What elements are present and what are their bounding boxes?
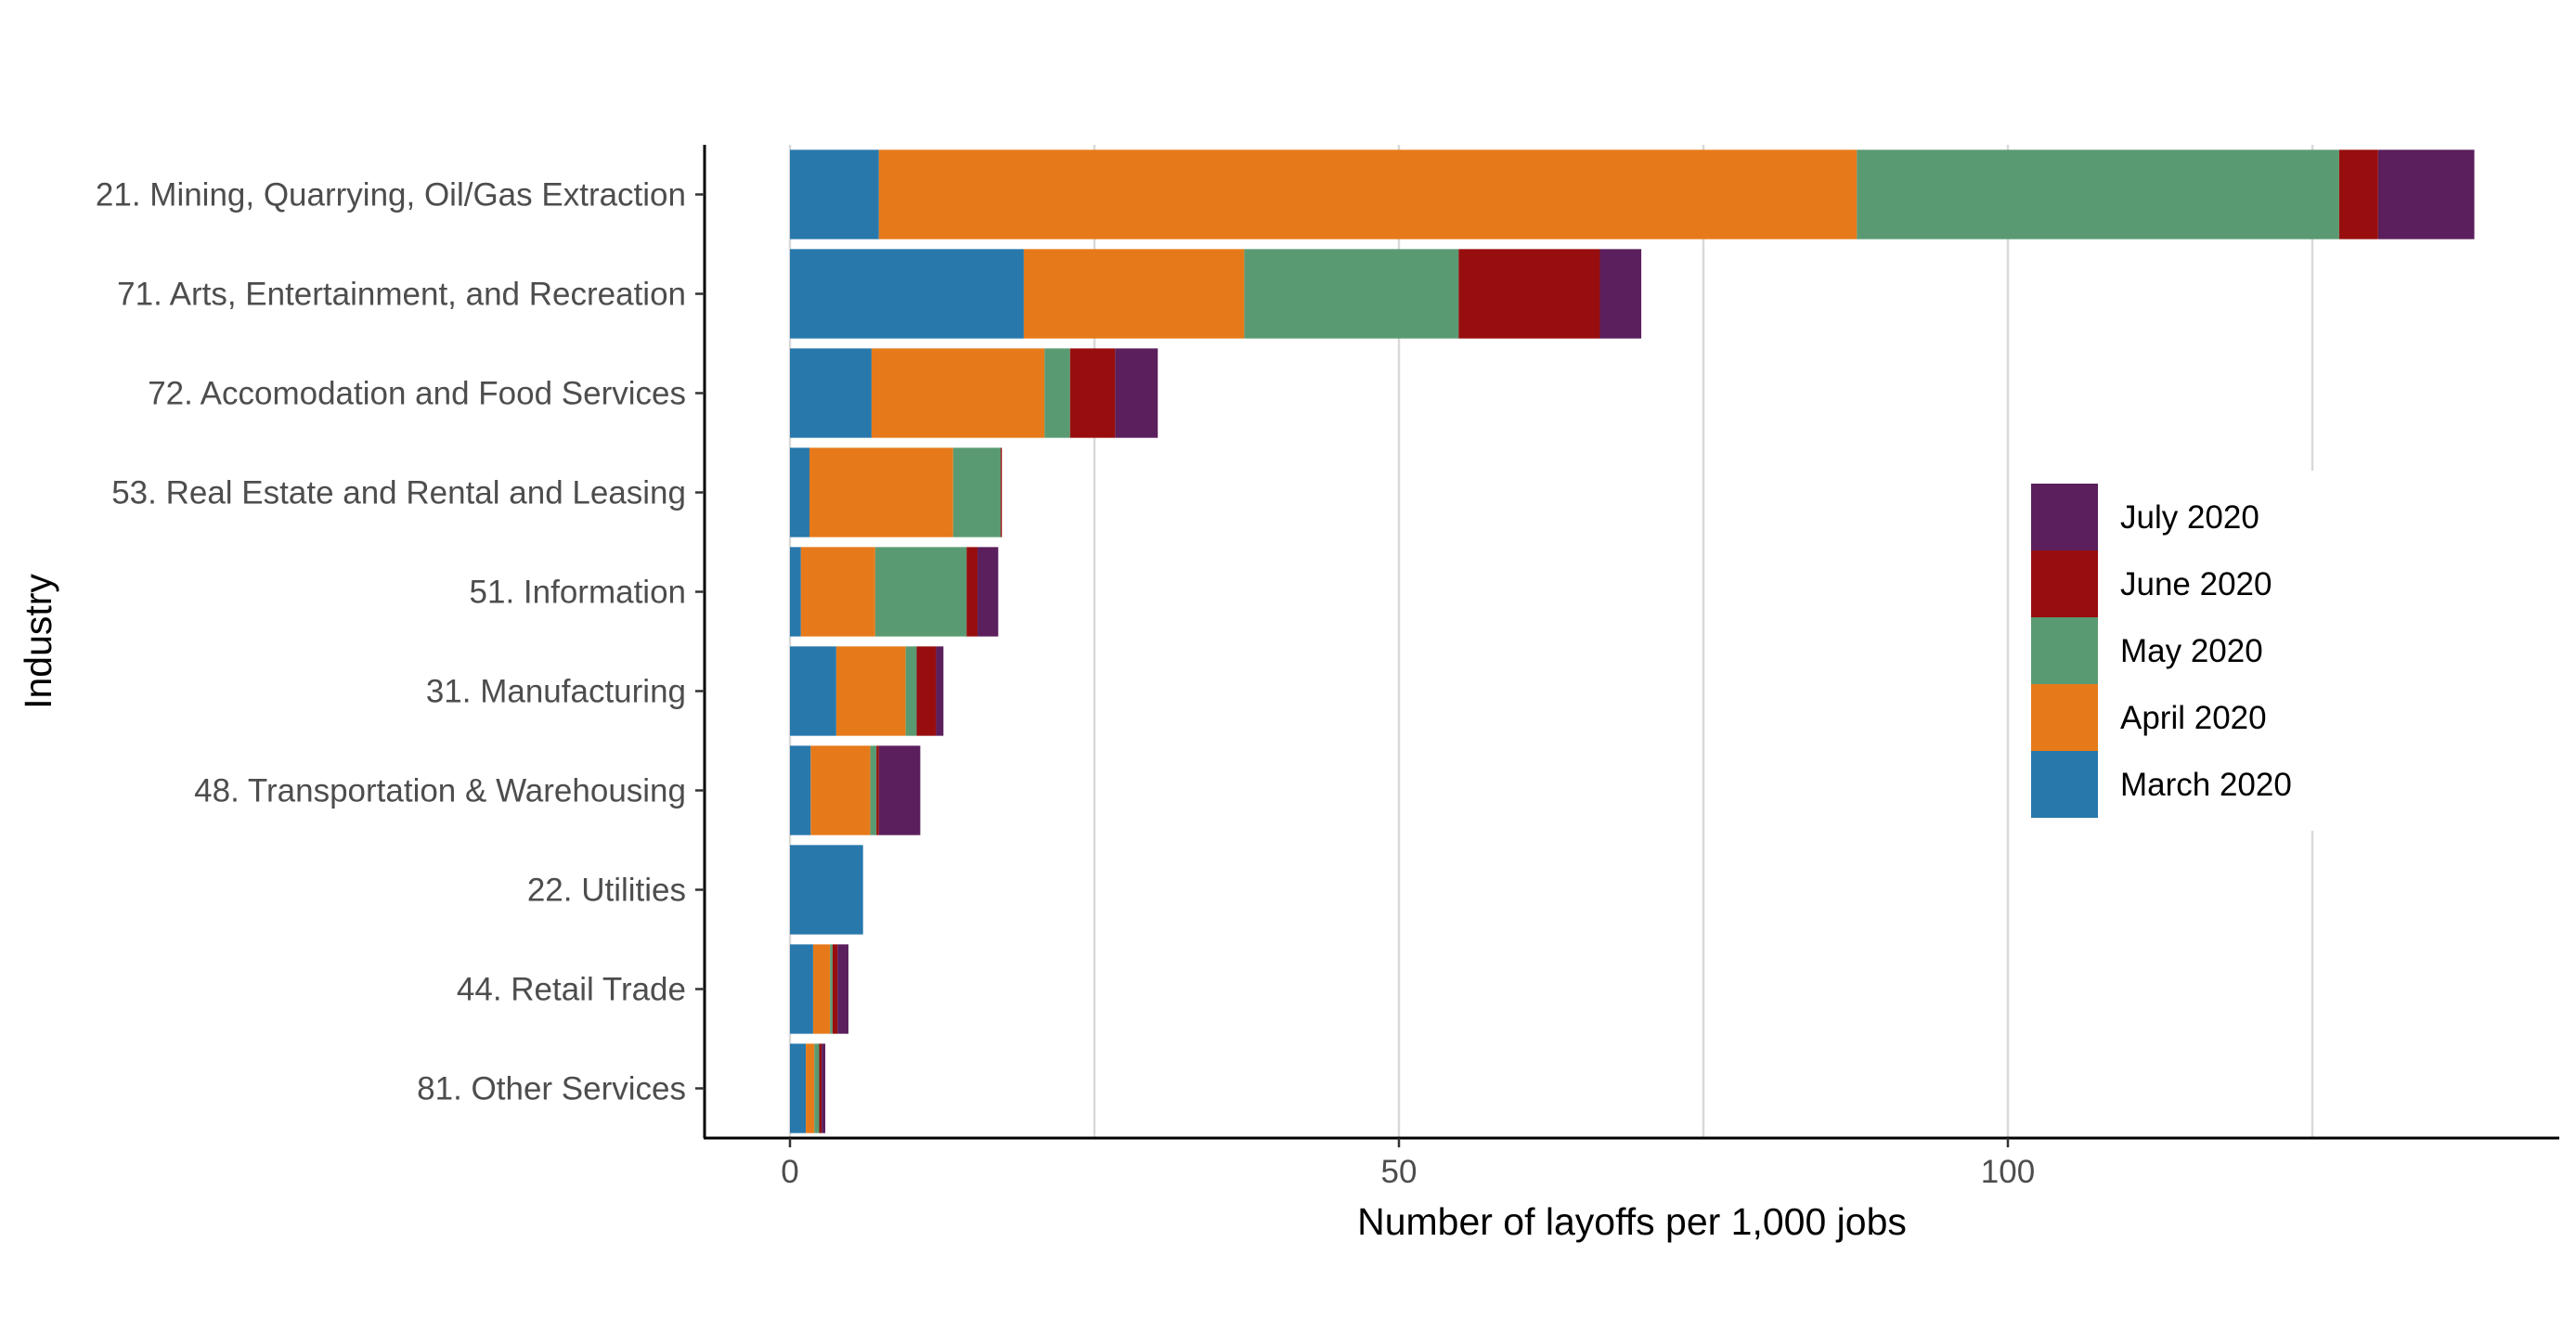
bar-segment bbox=[878, 149, 1858, 239]
legend: July 2020 June 2020 May 2020 April 2020 Marc… bbox=[2018, 471, 2324, 831]
bar-segment bbox=[790, 149, 879, 239]
bar-segment bbox=[810, 745, 871, 835]
bar-segment bbox=[819, 1043, 822, 1133]
x-tick-labels: 0 50 100 bbox=[781, 1138, 2035, 1190]
bar-segment bbox=[977, 547, 999, 637]
legend-key bbox=[2031, 550, 2098, 617]
x-tick-label: 50 bbox=[1381, 1154, 1417, 1190]
bar-segment bbox=[870, 745, 877, 835]
bar-segment bbox=[806, 1043, 815, 1133]
bar-segment bbox=[905, 646, 917, 736]
bar-segment bbox=[837, 944, 848, 1034]
y-tick-label: 21. Mining, Quarrying, Oil/Gas Extractio… bbox=[96, 177, 686, 214]
bar-segment bbox=[878, 745, 921, 835]
bar-segment bbox=[1857, 149, 2339, 239]
bar-segment bbox=[874, 547, 967, 637]
bar-segment bbox=[790, 944, 813, 1034]
bar-segment bbox=[800, 547, 875, 637]
legend-key bbox=[2031, 751, 2098, 818]
bar-segment bbox=[790, 249, 1024, 339]
bar-segment bbox=[2338, 149, 2378, 239]
bar-segment bbox=[936, 646, 944, 736]
bar-segment bbox=[814, 1043, 820, 1133]
bar-segment bbox=[790, 447, 809, 537]
axes bbox=[703, 145, 2559, 1140]
bar-segment bbox=[1115, 348, 1159, 438]
y-tick-label: 71. Arts, Entertainment, and Recreation bbox=[117, 277, 686, 313]
y-tick-label: 44. Retail Trade bbox=[457, 972, 686, 1008]
legend-key bbox=[2031, 617, 2098, 684]
y-tick-label: 31. Manufacturing bbox=[426, 674, 686, 710]
bar-segment bbox=[966, 547, 978, 637]
bar-segment bbox=[1044, 348, 1070, 438]
bar-segment bbox=[790, 547, 801, 637]
bar-segment bbox=[830, 944, 833, 1034]
y-tick-labels: 21. Mining, Quarrying, Oil/Gas Extractio… bbox=[96, 177, 705, 1107]
legend-key bbox=[2031, 684, 2098, 751]
y-tick-label: 22. Utilities bbox=[527, 873, 686, 909]
x-tick-label: 100 bbox=[1981, 1154, 2035, 1190]
y-axis-title: Industry bbox=[17, 574, 59, 709]
legend-label: July 2020 bbox=[2120, 499, 2259, 536]
bar-segment bbox=[952, 447, 1001, 537]
bar-segment bbox=[809, 447, 953, 537]
bar-segment bbox=[790, 646, 836, 736]
bar-segment bbox=[916, 646, 937, 736]
legend-label: March 2020 bbox=[2120, 767, 2292, 803]
bar-segment bbox=[1069, 348, 1116, 438]
y-tick-label: 81. Other Services bbox=[417, 1071, 686, 1107]
bars bbox=[790, 149, 2475, 1133]
legend-label: June 2020 bbox=[2120, 566, 2272, 602]
legend-label: April 2020 bbox=[2120, 700, 2267, 736]
bar-segment bbox=[2377, 149, 2475, 239]
bar-segment bbox=[790, 845, 863, 935]
bar-segment bbox=[832, 944, 838, 1034]
bar-segment bbox=[1458, 249, 1600, 339]
legend-label: May 2020 bbox=[2120, 633, 2263, 669]
bar-segment bbox=[1000, 447, 1003, 537]
y-tick-label: 51. Information bbox=[470, 575, 686, 611]
bar-segment bbox=[790, 1043, 807, 1133]
y-tick-label: 72. Accomodation and Food Services bbox=[148, 376, 686, 412]
y-tick-label: 53. Real Estate and Rental and Leasing bbox=[111, 475, 686, 511]
bar-segment bbox=[1023, 249, 1245, 339]
bar-segment bbox=[871, 348, 1045, 438]
bar-segment bbox=[822, 1043, 826, 1133]
bar-segment bbox=[790, 348, 872, 438]
bar-segment bbox=[876, 745, 879, 835]
x-axis-title: Number of layoffs per 1,000 jobs bbox=[1357, 1200, 1907, 1243]
x-tick-label: 0 bbox=[781, 1154, 798, 1190]
bar-segment bbox=[1244, 249, 1459, 339]
y-tick-label: 48. Transportation & Warehousing bbox=[194, 773, 686, 809]
bar-segment bbox=[790, 745, 811, 835]
legend-key bbox=[2031, 484, 2098, 550]
bar-segment bbox=[835, 646, 906, 736]
bar-segment bbox=[1599, 249, 1642, 339]
bar-segment bbox=[812, 944, 831, 1034]
